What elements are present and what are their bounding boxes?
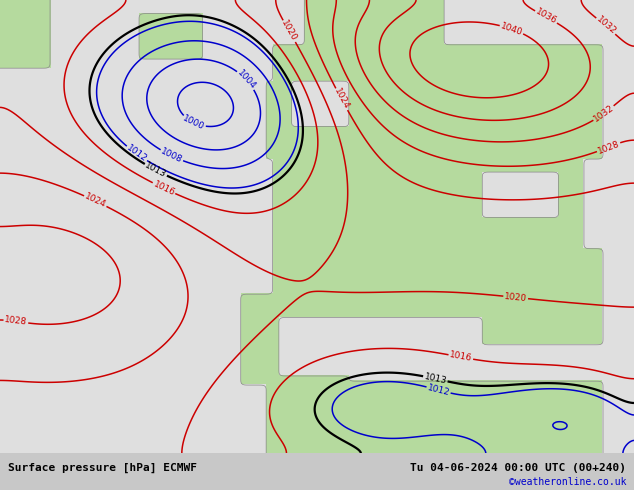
Text: 1028: 1028 xyxy=(4,316,28,327)
Text: 1016: 1016 xyxy=(152,179,176,197)
Text: 1040: 1040 xyxy=(500,21,524,37)
Text: 1004: 1004 xyxy=(235,69,257,92)
Text: 1012: 1012 xyxy=(426,383,451,397)
Text: 1016: 1016 xyxy=(449,350,473,364)
Text: Surface pressure [hPa] ECMWF: Surface pressure [hPa] ECMWF xyxy=(8,463,197,473)
Text: 1032: 1032 xyxy=(592,103,616,124)
Text: 1012: 1012 xyxy=(125,144,148,164)
Text: Tu 04-06-2024 00:00 UTC (00+240): Tu 04-06-2024 00:00 UTC (00+240) xyxy=(410,463,626,473)
Text: 1000: 1000 xyxy=(181,114,206,132)
Text: 1032: 1032 xyxy=(594,15,618,37)
Text: 1024: 1024 xyxy=(83,192,108,210)
Text: 1020: 1020 xyxy=(504,292,527,303)
Text: 1008: 1008 xyxy=(159,147,184,165)
Text: 1020: 1020 xyxy=(280,19,299,43)
Text: 1024: 1024 xyxy=(332,87,351,111)
Text: 1013: 1013 xyxy=(143,161,168,179)
Text: ©weatheronline.co.uk: ©weatheronline.co.uk xyxy=(509,477,626,487)
Text: 1013: 1013 xyxy=(423,372,448,386)
Text: 1036: 1036 xyxy=(534,7,559,26)
Text: 1028: 1028 xyxy=(597,139,621,155)
